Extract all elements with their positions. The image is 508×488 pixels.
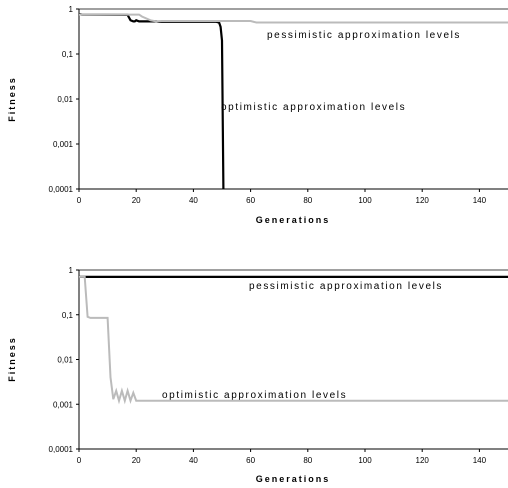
y-axis-label: Fitness [7, 76, 17, 122]
annotation-pessimistic: pessimistic approximation levels [249, 281, 443, 292]
x-tick-label: 140 [473, 456, 487, 465]
y-tick-label: 0,0001 [49, 185, 74, 194]
series-line-grey [79, 275, 508, 405]
x-tick-label: 140 [473, 196, 487, 205]
x-tick-label: 60 [246, 196, 255, 205]
y-tick-label: 0,1 [62, 50, 74, 59]
x-tick-label: 40 [189, 456, 198, 465]
x-axis-label: Generations [256, 215, 331, 225]
annotation-pessimistic: pessimistic approximation levels [267, 30, 461, 41]
fitness-chart-top: Fitness Generations pessimistic approxim… [7, 5, 508, 225]
y-tick-label: 1 [69, 266, 74, 275]
y-tick-label: 0,01 [57, 356, 73, 365]
x-axis-label: Generations [256, 474, 331, 484]
y-tick-label: 0,01 [57, 95, 73, 104]
x-tick-label: 100 [358, 196, 372, 205]
x-tick-label: 120 [416, 196, 430, 205]
x-tick-label: 20 [132, 456, 141, 465]
y-tick-label: 0,1 [62, 311, 74, 320]
annotation-optimistic: optimistic approximation levels [221, 102, 406, 113]
x-tick-label: 20 [132, 196, 141, 205]
y-tick-label: 0,001 [53, 400, 74, 409]
x-tick-label: 0 [77, 196, 82, 205]
y-axis-label: Fitness [7, 336, 17, 382]
fitness-chart-bottom: Fitness Generations pessimistic approxim… [7, 266, 508, 484]
x-tick-label: 40 [189, 196, 198, 205]
annotation-optimistic: optimistic approximation levels [162, 390, 347, 401]
series-line-grey [79, 13, 508, 24]
y-tick-label: 0,001 [53, 140, 74, 149]
x-tick-label: 80 [303, 456, 312, 465]
x-tick-label: 80 [303, 196, 312, 205]
x-tick-label: 60 [246, 456, 255, 465]
x-tick-label: 120 [416, 456, 430, 465]
y-tick-label: 0,0001 [49, 445, 74, 454]
x-tick-label: 0 [77, 456, 82, 465]
x-tick-label: 100 [358, 456, 372, 465]
y-tick-label: 1 [69, 5, 74, 14]
series-line-black [78, 13, 225, 190]
